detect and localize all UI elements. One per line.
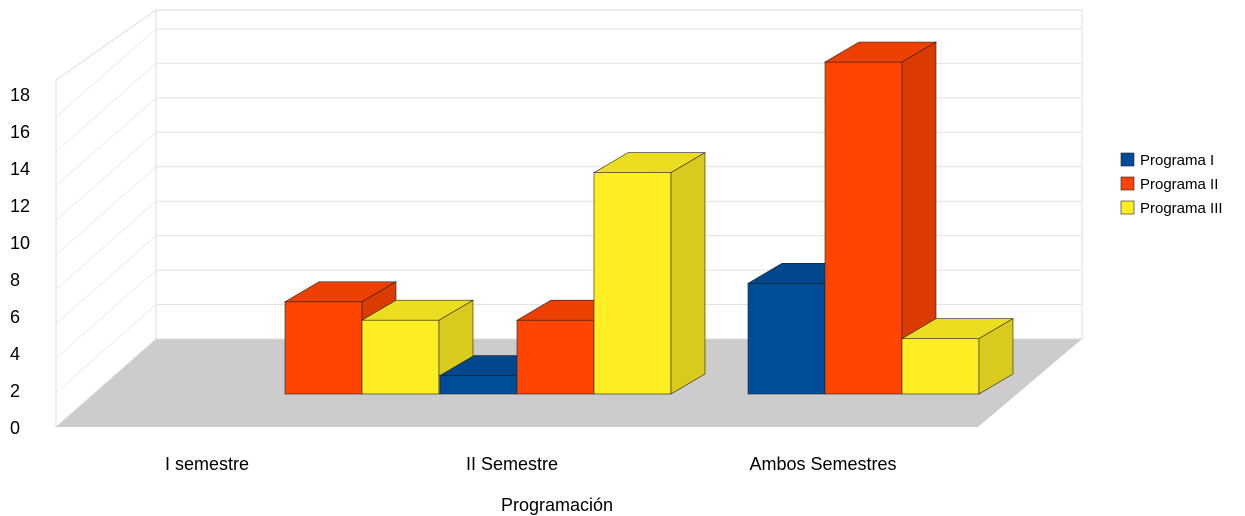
bar-front <box>901 338 980 395</box>
legend-label: Programa I <box>1140 152 1214 169</box>
y-axis: 0 2 4 6 8 10 12 14 16 18 <box>10 85 30 438</box>
bar-front <box>516 319 595 395</box>
bar-front <box>361 319 440 395</box>
bar-front <box>593 172 672 395</box>
grid-line-side <box>55 131 157 221</box>
bar-front <box>439 375 518 395</box>
grid-line-side <box>55 63 157 152</box>
y-tick-label: 10 <box>10 233 30 253</box>
bar <box>360 299 475 395</box>
legend-item: Programa II <box>1120 176 1218 193</box>
x-axis: I semestre II Semestre Ambos Semestres <box>165 454 897 474</box>
legend: Programa I Programa II Programa III <box>1120 152 1223 217</box>
y-tick-label: 6 <box>10 307 20 327</box>
y-tick-label: 14 <box>10 159 30 179</box>
bar <box>823 41 938 395</box>
x-tick-label: II Semestre <box>466 454 558 474</box>
legend-swatch <box>1120 152 1135 167</box>
y-tick-label: 2 <box>10 381 20 401</box>
x-axis-title: Programación <box>501 495 613 515</box>
x-tick-label: I semestre <box>165 454 249 474</box>
grid-line-side <box>55 28 157 118</box>
legend-item: Programa III <box>1120 200 1223 217</box>
legend-item: Programa I <box>1120 152 1214 169</box>
y-tick-label: 12 <box>10 196 30 216</box>
bars <box>283 41 1015 395</box>
y-tick-label: 16 <box>10 122 30 142</box>
legend-label: Programa II <box>1140 176 1218 193</box>
grid-line-side <box>55 200 157 290</box>
grid-line-side <box>55 304 157 393</box>
bar-front <box>824 61 903 395</box>
bar-side <box>978 318 1014 395</box>
legend-swatch <box>1120 200 1135 215</box>
y-tick-label: 8 <box>10 270 20 290</box>
bar-front <box>284 301 363 395</box>
legend-label: Programa III <box>1140 200 1223 217</box>
grid-line-side <box>55 269 157 359</box>
bar <box>592 152 707 395</box>
bar <box>900 318 1015 395</box>
grid-line-side <box>55 235 157 325</box>
legend-swatch <box>1120 176 1135 191</box>
y-tick-label: 0 <box>10 418 20 438</box>
bar-side <box>670 152 706 395</box>
y-tick-label: 18 <box>10 85 30 105</box>
y-tick-label: 4 <box>10 344 20 364</box>
grid-line-side <box>55 166 157 256</box>
bar-front <box>747 283 826 395</box>
grid-line-side <box>55 97 157 187</box>
x-tick-label: Ambos Semestres <box>749 454 896 474</box>
